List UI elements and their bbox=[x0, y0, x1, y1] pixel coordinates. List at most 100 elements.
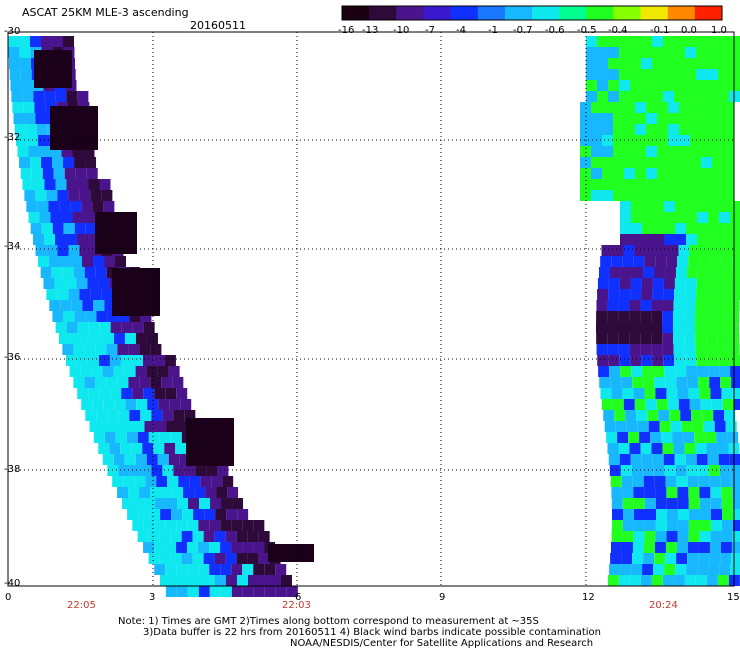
swath-cell bbox=[656, 399, 668, 410]
swath-cell bbox=[666, 520, 678, 531]
y-tick-label: -34 bbox=[4, 241, 21, 252]
colorbar-label: -13 bbox=[362, 25, 379, 36]
y-tick-label: -40 bbox=[4, 578, 21, 589]
swath-cell bbox=[10, 80, 22, 91]
swath-cell bbox=[134, 476, 146, 487]
swath-cell bbox=[65, 278, 77, 289]
swath-cell bbox=[717, 322, 729, 333]
swath-cell bbox=[120, 355, 132, 366]
swath-cell bbox=[655, 509, 667, 520]
swath-cell bbox=[173, 465, 185, 476]
swath-cell bbox=[688, 487, 700, 498]
swath-cell bbox=[657, 135, 668, 146]
swath-cell bbox=[46, 190, 58, 201]
swath-cell bbox=[608, 80, 619, 91]
swath-cell bbox=[52, 223, 64, 234]
swath-cell bbox=[700, 399, 712, 410]
swath-cell bbox=[111, 421, 123, 432]
swath-cell bbox=[173, 410, 185, 421]
swath-cell bbox=[621, 476, 633, 487]
x-tick-label: 12 bbox=[582, 592, 595, 603]
swath-cell bbox=[135, 333, 147, 344]
swath-cell bbox=[102, 454, 114, 465]
swath-cell bbox=[676, 542, 688, 553]
swath-cell bbox=[580, 102, 591, 113]
swath-cell bbox=[719, 223, 730, 234]
swath-cell bbox=[154, 564, 166, 575]
swath-cell bbox=[665, 553, 677, 564]
swath-cell bbox=[19, 47, 31, 58]
swath-cell bbox=[631, 564, 643, 575]
swath-cell bbox=[269, 575, 281, 586]
swath-cell bbox=[172, 487, 184, 498]
swath-cell bbox=[698, 553, 710, 564]
swath-cell bbox=[129, 311, 141, 322]
colorbar-swatch bbox=[477, 6, 506, 20]
swath-cell bbox=[633, 520, 645, 531]
swath-cell bbox=[189, 476, 201, 487]
y-tick-label: -32 bbox=[4, 132, 21, 143]
swath-cell bbox=[730, 267, 740, 278]
swath-cell bbox=[222, 476, 234, 487]
swath-cell bbox=[57, 289, 69, 300]
swath-cell bbox=[684, 300, 696, 311]
swath-cell bbox=[721, 498, 733, 509]
swath-cell bbox=[198, 520, 210, 531]
x-tick-label: 3 bbox=[149, 592, 156, 603]
swath-cell bbox=[86, 168, 98, 179]
swath-cell bbox=[92, 399, 104, 410]
swath-cell bbox=[216, 487, 228, 498]
swath-cell bbox=[611, 256, 623, 267]
swath-cell bbox=[115, 432, 127, 443]
swath-cell bbox=[705, 432, 717, 443]
swath-cell bbox=[639, 432, 651, 443]
swath-cell bbox=[694, 432, 706, 443]
swath-cell bbox=[24, 190, 36, 201]
swath-cell bbox=[66, 91, 78, 102]
swath-cell bbox=[198, 542, 210, 553]
swath-cell bbox=[674, 36, 685, 47]
swath-cell bbox=[42, 168, 54, 179]
swath-cell bbox=[673, 443, 685, 454]
swath-cell bbox=[55, 179, 67, 190]
swath-cell bbox=[709, 377, 721, 388]
swath-cell bbox=[253, 586, 265, 597]
swath-cell bbox=[663, 58, 674, 69]
swath-cell bbox=[143, 322, 155, 333]
colorbar-label: -1 bbox=[488, 25, 498, 36]
swath-cell bbox=[61, 212, 73, 223]
swath-cell bbox=[225, 575, 237, 586]
swath-cell bbox=[164, 355, 176, 366]
swath-cell bbox=[606, 432, 618, 443]
swath-cell bbox=[663, 454, 675, 465]
swath-cell bbox=[175, 443, 187, 454]
swath-cell bbox=[666, 388, 678, 399]
swath-cell bbox=[677, 256, 689, 267]
swath-cell bbox=[140, 410, 152, 421]
swath-cell bbox=[641, 454, 653, 465]
swath-cell bbox=[664, 223, 675, 234]
swath-cell bbox=[690, 190, 701, 201]
swath-cell bbox=[84, 267, 96, 278]
swath-cell bbox=[663, 278, 675, 289]
swath-cell bbox=[146, 454, 158, 465]
swath-cell bbox=[695, 333, 707, 344]
swath-cell bbox=[76, 278, 88, 289]
swath-cell bbox=[110, 388, 122, 399]
swath-cell bbox=[654, 553, 666, 564]
swath-cell bbox=[609, 267, 621, 278]
swath-cell bbox=[23, 102, 35, 113]
swath-cell bbox=[51, 267, 63, 278]
swath-cell bbox=[13, 113, 25, 124]
swath-cell bbox=[101, 289, 113, 300]
swath-cell bbox=[620, 564, 632, 575]
swath-cell bbox=[30, 223, 42, 234]
y-tick-label: -36 bbox=[4, 352, 21, 363]
swath-cell bbox=[192, 553, 204, 564]
colorbar-label: -7 bbox=[425, 25, 435, 36]
swath-cell bbox=[718, 69, 729, 80]
swath-cell bbox=[658, 410, 670, 421]
swath-cell bbox=[613, 157, 624, 168]
time-label: 22:05 bbox=[67, 600, 96, 611]
swath-cell bbox=[641, 47, 652, 58]
